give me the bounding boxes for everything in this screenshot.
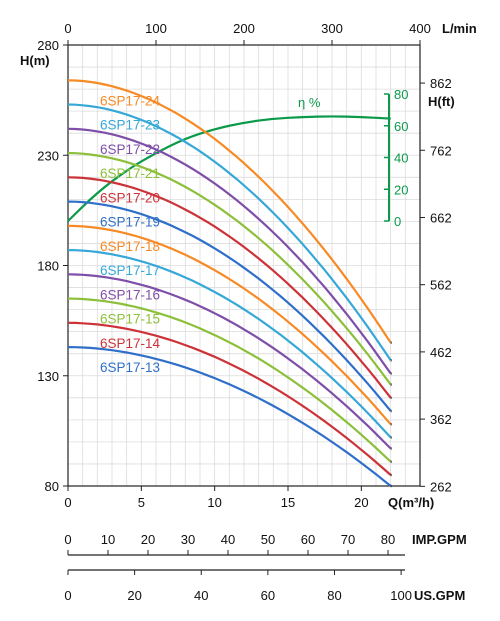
efficiency-tick-label: 60 <box>394 119 408 134</box>
us-gpm-tick-label: 100 <box>390 588 412 603</box>
x-tick-label: 10 <box>207 495 221 510</box>
y-tick-label: 230 <box>37 148 59 163</box>
right-tick-label: 862 <box>430 76 452 91</box>
imp-gpm-tick-label: 10 <box>101 532 115 547</box>
chart-axes: 0 5 10 15 20 Q(m³/h)0 100 200 300 400 L/min8013018… <box>20 21 477 510</box>
head-curve-6sp17-22 <box>67 127 392 375</box>
efficiency-tick-label: 40 <box>394 151 408 166</box>
series-label: 6SP17-19 <box>100 215 160 230</box>
left-axis-unit: H(m) <box>20 53 50 68</box>
series-label: 6SP17-18 <box>100 239 160 254</box>
head-curve-6sp17-21 <box>67 151 392 386</box>
top-axis-unit: L/min <box>442 21 477 36</box>
series-label: 6SP17-24 <box>100 93 161 108</box>
head-curve-6sp17-17 <box>67 249 392 439</box>
right-axis-unit: H(ft) <box>428 94 455 109</box>
right-tick-label: 562 <box>430 278 452 293</box>
head-curve-6sp17-15 <box>67 297 392 463</box>
right-tick-label: 462 <box>430 345 452 360</box>
series-label: 6SP17-17 <box>100 263 160 278</box>
y-tick-label: 80 <box>45 479 59 494</box>
head-curve-6sp17-14 <box>67 321 392 476</box>
us-gpm-tick-label: 80 <box>327 588 341 603</box>
efficiency-tick-label: 20 <box>394 182 408 197</box>
y-tick-label: 130 <box>37 369 59 384</box>
top-tick-label: 100 <box>145 21 167 36</box>
imp-gpm-tick-label: 70 <box>341 532 355 547</box>
x-tick-label: 0 <box>64 495 71 510</box>
series-label: 6SP17-15 <box>100 312 160 327</box>
imp-gpm-tick-label: 30 <box>181 532 195 547</box>
right-tick-label: 362 <box>430 412 452 427</box>
imp-gpm-tick-label: 50 <box>261 532 275 547</box>
efficiency-label: η % <box>298 95 321 110</box>
imp-gpm-tick-label: 0 <box>64 532 71 547</box>
y-tick-label: 280 <box>37 38 59 53</box>
chart-labels: 6SP17-24 6SP17-23 6SP17-22 6SP17-21 6SP17-20… <box>100 93 161 375</box>
series-label: 6SP17-23 <box>100 118 160 133</box>
right-tick-label: 262 <box>430 479 452 494</box>
head-curve-6sp17-18 <box>67 224 392 426</box>
series-label: 6SP17-13 <box>100 360 160 375</box>
right-tick-label: 662 <box>430 210 452 225</box>
us-gpm-label: US.GPM <box>414 588 465 603</box>
imp-gpm-tick-label: 40 <box>221 532 235 547</box>
imp-gpm-tick-label: 20 <box>141 532 155 547</box>
chart-curves <box>67 79 392 488</box>
head-curve-6sp17-13 <box>67 346 392 487</box>
head-curve-6sp17-20 <box>67 176 392 399</box>
chart-grid <box>68 45 420 486</box>
x-tick-label: 20 <box>354 495 368 510</box>
gpm-scales: 0 10 20 30 40 50 60 70 80 IMP.GPM 0 20 40 60 80 100 US.G… <box>64 532 466 603</box>
imp-gpm-tick-label: 60 <box>301 532 315 547</box>
series-label: 6SP17-21 <box>100 166 160 181</box>
imp-gpm-label: IMP.GPM <box>412 532 467 547</box>
right-tick-label: 762 <box>430 143 452 158</box>
head-curve-6sp17-23 <box>67 103 392 361</box>
us-gpm-tick-label: 20 <box>127 588 141 603</box>
top-tick-label: 0 <box>64 21 71 36</box>
x-axis-label: Q(m³/h) <box>388 495 434 510</box>
top-tick-label: 200 <box>233 21 255 36</box>
us-gpm-tick-label: 60 <box>261 588 275 603</box>
x-tick-label: 15 <box>281 495 295 510</box>
efficiency-tick-label: 80 <box>394 87 408 102</box>
head-curve-6sp17-19 <box>67 200 392 412</box>
y-tick-label: 180 <box>37 259 59 274</box>
series-label: 6SP17-14 <box>100 336 161 351</box>
x-tick-label: 5 <box>138 495 145 510</box>
head-curve-6sp17-24 <box>67 79 392 344</box>
imp-gpm-tick-label: 80 <box>381 532 395 547</box>
series-label: 6SP17-16 <box>100 287 160 302</box>
efficiency-tick-label: 0 <box>394 214 401 229</box>
series-label: 6SP17-20 <box>100 190 160 205</box>
top-tick-label: 400 <box>409 21 431 36</box>
us-gpm-tick-label: 0 <box>64 588 71 603</box>
head-curve-6sp17-16 <box>67 273 392 450</box>
top-tick-label: 300 <box>321 21 343 36</box>
series-label: 6SP17-22 <box>100 142 160 157</box>
us-gpm-tick-label: 40 <box>194 588 208 603</box>
